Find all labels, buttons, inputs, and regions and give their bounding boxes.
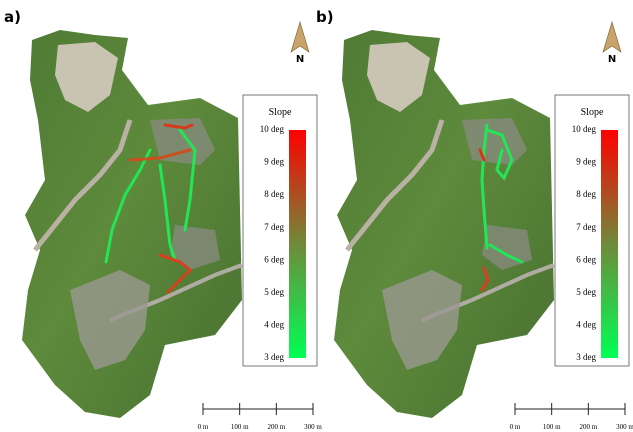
scale-label: 300 m — [616, 423, 633, 431]
colorbar — [289, 130, 306, 358]
scale-label: 100 m — [231, 423, 249, 431]
colorbar-tick-label: 9 deg — [576, 157, 596, 167]
legend-title: Slope — [269, 107, 292, 118]
scale-label: 300 m — [304, 423, 322, 431]
legend-title: Slope — [581, 107, 604, 118]
scale-label: 200 m — [267, 423, 285, 431]
panel: b) N Slope 3 deg 4 deg 5 deg 6 deg 7 deg 8 deg 9 … — [316, 8, 633, 431]
map-image — [334, 30, 554, 418]
north-arrow — [603, 22, 621, 52]
north-arrow — [291, 22, 309, 52]
colorbar-tick-label: 4 deg — [576, 319, 596, 329]
map-image — [22, 30, 242, 418]
colorbar-tick-label: 5 deg — [576, 287, 596, 297]
panel: a) N Slope 3 deg 4 deg 5 deg 6 deg 7 deg 8 deg 9 … — [4, 8, 322, 431]
colorbar-tick-label: 10 deg — [260, 124, 285, 134]
page: {"panels": [ {"label": "a)", "north": "N… — [0, 0, 633, 432]
colorbar-tick-label: 3 deg — [576, 352, 596, 362]
colorbar-tick-label: 4 deg — [264, 319, 284, 329]
colorbar-tick-label: 5 deg — [264, 287, 284, 297]
colorbar-tick-label: 6 deg — [264, 254, 284, 264]
panel-label: a) — [4, 8, 21, 26]
north-label: N — [608, 54, 616, 65]
colorbar-tick-label: 7 deg — [576, 222, 596, 232]
colorbar-tick-label: 6 deg — [576, 254, 596, 264]
colorbar — [601, 130, 618, 358]
panel-label: b) — [316, 8, 334, 26]
scale-label: 0 m — [198, 423, 209, 431]
colorbar-tick-label: 3 deg — [264, 352, 284, 362]
scale-label: 0 m — [510, 423, 521, 431]
scale-label: 200 m — [579, 423, 597, 431]
colorbar-tick-label: 10 deg — [572, 124, 597, 134]
scale-label: 100 m — [543, 423, 561, 431]
colorbar-tick-label: 9 deg — [264, 157, 284, 167]
figure: a) N Slope 3 deg 4 deg 5 deg 6 deg 7 deg 8 deg 9 … — [0, 0, 633, 432]
colorbar-tick-label: 7 deg — [264, 222, 284, 232]
colorbar-tick-label: 8 deg — [576, 189, 596, 199]
colorbar-tick-label: 8 deg — [264, 189, 284, 199]
north-label: N — [296, 54, 304, 65]
